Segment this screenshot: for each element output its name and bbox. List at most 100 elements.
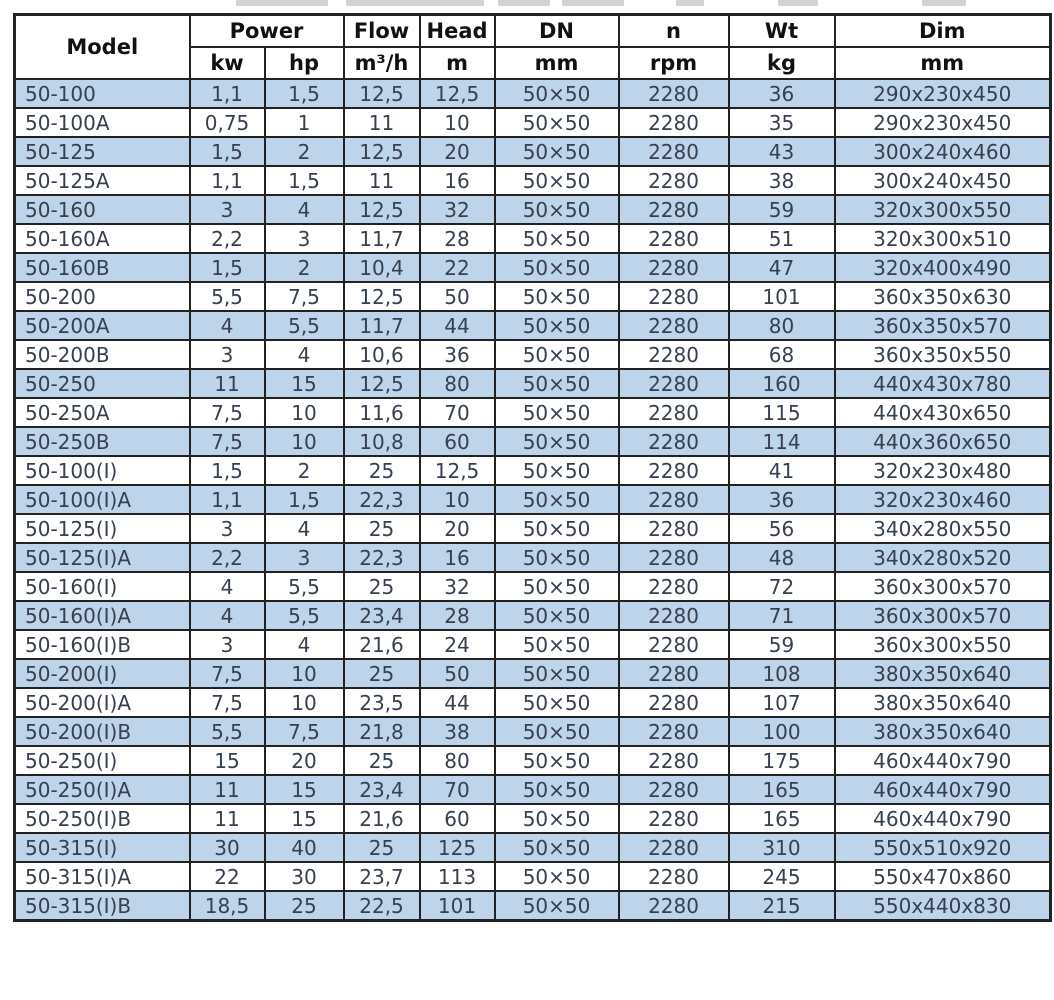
value-cell: 50×50 xyxy=(493,484,620,515)
value-cell: 50×50 xyxy=(493,339,620,370)
value-cell: 11 xyxy=(188,803,266,834)
value-cell: 50×50 xyxy=(493,716,620,747)
value-cell: 11,7 xyxy=(342,310,421,341)
table-row: 50-100 1,1 1,5 12,5 12,5 50×50 2280 36 290x230x4… xyxy=(13,78,1052,109)
table-row: 50-200A 4 5,5 11,7 44 50×50 2280 80 360x350x570 xyxy=(13,310,1052,341)
col-header-power: Power xyxy=(188,13,345,48)
value-cell: 10 xyxy=(418,484,496,515)
value-cell: 360x300x570 xyxy=(833,600,1052,631)
value-cell: 70 xyxy=(418,397,496,428)
value-cell: 12,5 xyxy=(342,78,421,109)
value-cell: 50×50 xyxy=(493,78,620,109)
value-cell: 7,5 xyxy=(188,426,266,457)
value-cell: 3 xyxy=(263,542,345,573)
value-cell: 38 xyxy=(727,165,836,196)
cropped-text-artifact xyxy=(0,0,1054,10)
value-cell: 550x470x860 xyxy=(833,861,1052,892)
model-cell: 50-250A xyxy=(13,397,191,428)
value-cell: 36 xyxy=(418,339,496,370)
value-cell: 4 xyxy=(188,310,266,341)
value-cell: 24 xyxy=(418,629,496,660)
value-cell: 80 xyxy=(727,310,836,341)
value-cell: 12,5 xyxy=(342,136,421,167)
value-cell: 32 xyxy=(418,571,496,602)
value-cell: 2280 xyxy=(617,281,730,312)
value-cell: 23,5 xyxy=(342,687,421,718)
table-row: 50-200B 3 4 10,6 36 50×50 2280 68 360x350x550 xyxy=(13,339,1052,370)
table-body: 50-100 1,1 1,5 12,5 12,5 50×50 2280 36 290x230x4… xyxy=(13,78,1052,922)
table-row: 50-200 5,5 7,5 12,5 50 50×50 2280 101 360x350x63… xyxy=(13,281,1052,312)
value-cell: 2280 xyxy=(617,658,730,689)
value-cell: 50 xyxy=(418,281,496,312)
col-unit-flow: m³/h xyxy=(342,46,421,80)
value-cell: 56 xyxy=(727,513,836,544)
value-cell: 550x440x830 xyxy=(833,890,1052,922)
value-cell: 11 xyxy=(188,368,266,399)
table-row: 50-315(I) 30 40 25 125 50×50 2280 310 550x510x92… xyxy=(13,832,1052,863)
value-cell: 25 xyxy=(342,832,421,863)
value-cell: 2280 xyxy=(617,165,730,196)
value-cell: 2280 xyxy=(617,629,730,660)
value-cell: 320x230x480 xyxy=(833,455,1052,486)
model-cell: 50-125(I) xyxy=(13,513,191,544)
value-cell: 10,6 xyxy=(342,339,421,370)
model-cell: 50-100 xyxy=(13,78,191,109)
table-row: 50-200(I)A 7,5 10 23,5 44 50×50 2280 107 380x350… xyxy=(13,687,1052,718)
model-cell: 50-160A xyxy=(13,223,191,254)
value-cell: 2280 xyxy=(617,600,730,631)
col-unit-dn: mm xyxy=(493,46,620,80)
value-cell: 320x300x550 xyxy=(833,194,1052,225)
value-cell: 21,8 xyxy=(342,716,421,747)
col-header-dim: Dim xyxy=(833,13,1052,48)
value-cell: 28 xyxy=(418,223,496,254)
value-cell: 2280 xyxy=(617,107,730,138)
value-cell: 2280 xyxy=(617,890,730,922)
value-cell: 15 xyxy=(263,368,345,399)
col-header-n: n xyxy=(617,13,730,48)
value-cell: 71 xyxy=(727,600,836,631)
value-cell: 3 xyxy=(188,629,266,660)
table-header: Model Power Flow Head DN n Wt Dim kw hp … xyxy=(13,13,1052,80)
model-cell: 50-100(I) xyxy=(13,455,191,486)
value-cell: 11,7 xyxy=(342,223,421,254)
value-cell: 23,4 xyxy=(342,600,421,631)
value-cell: 2280 xyxy=(617,397,730,428)
value-cell: 460x440x790 xyxy=(833,745,1052,776)
value-cell: 4 xyxy=(263,194,345,225)
value-cell: 50×50 xyxy=(493,368,620,399)
table-row: 50-250A 7,5 10 11,6 70 50×50 2280 115 440x430x65… xyxy=(13,397,1052,428)
value-cell: 320x230x460 xyxy=(833,484,1052,515)
value-cell: 2280 xyxy=(617,310,730,341)
value-cell: 22,3 xyxy=(342,542,421,573)
value-cell: 440x360x650 xyxy=(833,426,1052,457)
value-cell: 4 xyxy=(263,513,345,544)
table-row: 50-125(I) 3 4 25 20 50×50 2280 56 340x280x550 xyxy=(13,513,1052,544)
table-row: 50-125 1,5 2 12,5 20 50×50 2280 43 300x240x460 xyxy=(13,136,1052,167)
value-cell: 1 xyxy=(263,107,345,138)
value-cell: 20 xyxy=(418,513,496,544)
value-cell: 7,5 xyxy=(188,397,266,428)
value-cell: 1,5 xyxy=(263,484,345,515)
table-row: 50-200(I)B 5,5 7,5 21,8 38 50×50 2280 100 380x35… xyxy=(13,716,1052,747)
value-cell: 2280 xyxy=(617,542,730,573)
value-cell: 36 xyxy=(727,78,836,109)
value-cell: 245 xyxy=(727,861,836,892)
value-cell: 2,2 xyxy=(188,223,266,254)
value-cell: 2280 xyxy=(617,513,730,544)
value-cell: 22 xyxy=(418,252,496,283)
col-unit-dim: mm xyxy=(833,46,1052,80)
value-cell: 440x430x650 xyxy=(833,397,1052,428)
value-cell: 101 xyxy=(727,281,836,312)
table-row: 50-160A 2,2 3 11,7 28 50×50 2280 51 320x300x510 xyxy=(13,223,1052,254)
value-cell: 36 xyxy=(727,484,836,515)
header-row-1: Model Power Flow Head DN n Wt Dim xyxy=(13,13,1052,80)
value-cell: 10 xyxy=(263,687,345,718)
value-cell: 11 xyxy=(342,107,421,138)
value-cell: 25 xyxy=(342,513,421,544)
value-cell: 11 xyxy=(342,165,421,196)
model-cell: 50-160B xyxy=(13,252,191,283)
value-cell: 50×50 xyxy=(493,832,620,863)
value-cell: 21,6 xyxy=(342,803,421,834)
value-cell: 2 xyxy=(263,136,345,167)
table-row: 50-315(I)A 22 30 23,7 113 50×50 2280 245 550x470… xyxy=(13,861,1052,892)
